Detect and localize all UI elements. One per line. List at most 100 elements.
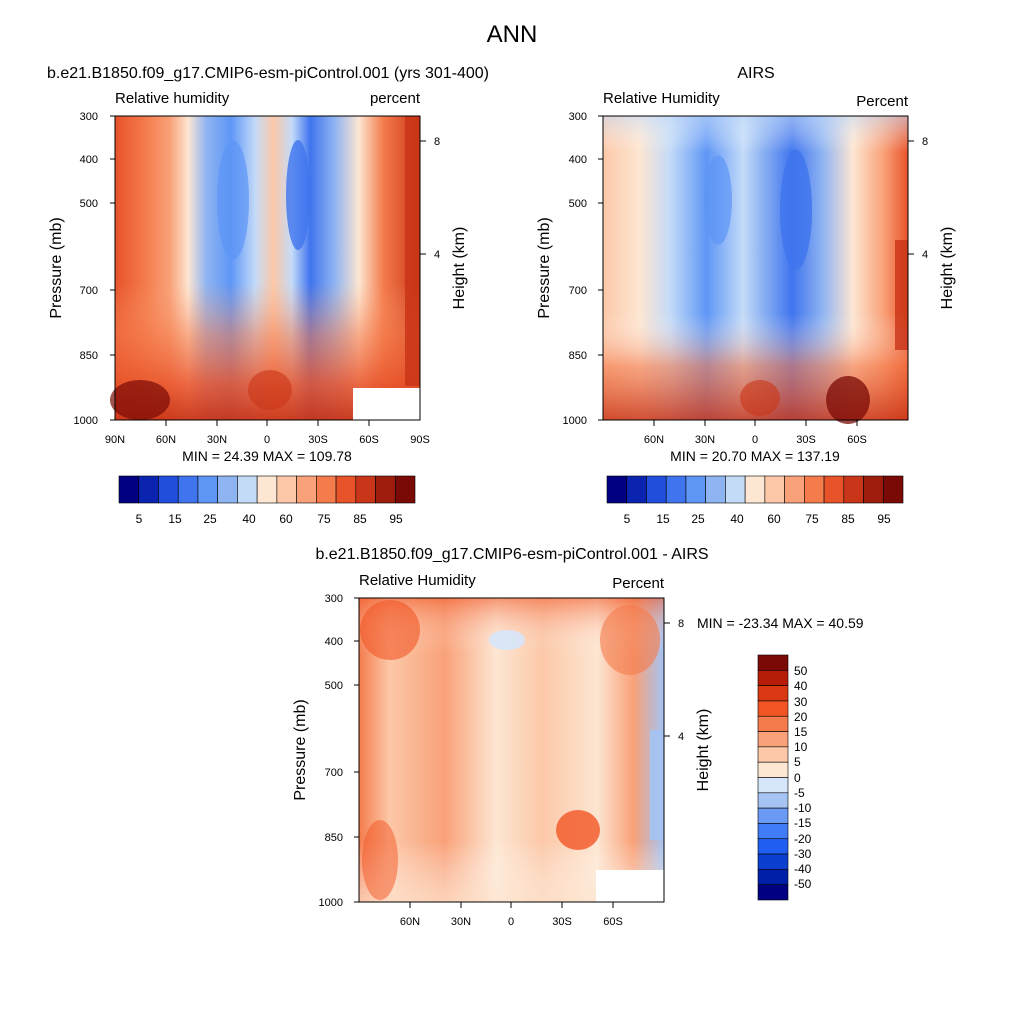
panel-model-xtick: 30N	[207, 434, 227, 446]
panel-obs-ytick: 700	[569, 285, 587, 297]
panel-model-cbar-label: 5	[136, 512, 143, 526]
panel-model-ytick: 850	[80, 350, 98, 362]
colorbar-swatch	[177, 475, 199, 504]
panel-diff-left-label: Relative Humidity	[359, 572, 476, 589]
colorbar-swatch	[784, 475, 805, 504]
colorbar-swatch	[863, 475, 884, 504]
panel-obs-y2label: Height (km)	[939, 227, 956, 310]
colorbar-swatch	[217, 475, 238, 504]
panel-diff-cbar-label: -30	[794, 847, 812, 861]
colorbar-swatch	[757, 731, 789, 748]
panel-diff-cbar-label: 50	[794, 664, 808, 678]
panel-diff-xtick: 60S	[603, 916, 623, 928]
panel-diff-field	[359, 598, 664, 902]
panel-model-xtick: 90S	[410, 434, 430, 446]
panel-obs-ytick: 1000	[563, 415, 587, 427]
panel-obs-ylabel: Pressure (mb)	[536, 217, 553, 318]
colorbar-swatch	[335, 475, 357, 504]
panel-diff-cbar-label: -15	[794, 816, 812, 830]
panel-diff-y2tick: 8	[678, 618, 684, 630]
colorbar-swatch	[394, 475, 416, 504]
panel-diff-cbar-label: 15	[794, 725, 808, 739]
panel-obs-cbar-label: 5	[624, 512, 631, 526]
colorbar-swatch	[757, 823, 789, 840]
colorbar-swatch	[757, 838, 789, 855]
panel-model: b.e21.B1850.f09_g17.CMIP6-esm-piControl.…	[47, 65, 489, 526]
panel-obs-cbar-label: 75	[805, 512, 819, 526]
panel-diff-ytick: 400	[325, 636, 343, 648]
panel-obs-cbar-label: 95	[877, 512, 891, 526]
panel-obs-cbar-label: 85	[841, 512, 855, 526]
panel-diff-cbar-label: -10	[794, 801, 812, 815]
panel-diff-cbar-label: 10	[794, 740, 808, 754]
colorbar-swatch	[843, 475, 864, 504]
panel-diff-cbar-label: -50	[794, 877, 812, 891]
panel-diff-cbar-label: -5	[794, 786, 805, 800]
panel-diff-cbar-label: -40	[794, 862, 812, 876]
colorbar-swatch	[256, 475, 278, 504]
colorbar-swatch	[757, 869, 789, 885]
panel-model-y2label: Height (km)	[451, 227, 468, 310]
panel-diff-cbar-label: 40	[794, 679, 808, 693]
panel-obs-y2tick: 4	[922, 249, 928, 261]
panel-diff-cbar-label: 20	[794, 710, 808, 724]
panel-obs-title: AIRS	[737, 65, 774, 82]
colorbar-swatch	[646, 475, 667, 504]
panel-diff-title: b.e21.B1850.f09_g17.CMIP6-esm-piControl.…	[315, 546, 708, 563]
panel-obs-xtick: 30N	[695, 434, 715, 446]
panel-diff-right-label: Percent	[612, 575, 665, 592]
panel-diff-colorbar: 50 40 30 20 15 10 5 0 -5 -10 -15 -20 -30…	[757, 654, 812, 901]
colorbar-swatch	[197, 475, 218, 504]
panel-model-ytick: 1000	[74, 415, 98, 427]
panel-obs-ytick: 500	[569, 198, 587, 210]
panel-diff-y2label: Height (km)	[695, 709, 712, 792]
colorbar-swatch	[757, 746, 789, 763]
colorbar-swatch	[158, 475, 179, 504]
panel-obs-xtick: 30S	[796, 434, 816, 446]
panel-model-ytick: 400	[80, 154, 98, 166]
panel-obs-ytick: 850	[569, 350, 587, 362]
panel-diff-cbar-label: 5	[794, 755, 801, 769]
colorbar-swatch	[375, 475, 396, 504]
panel-model-left-label: Relative humidity	[115, 90, 230, 107]
panel-model-cbar-label: 75	[317, 512, 331, 526]
panel-diff-ytick: 500	[325, 680, 343, 692]
panel-model-xtick: 30S	[308, 434, 328, 446]
panel-diff-ytick: 700	[325, 767, 343, 779]
panel-model-cbar-label: 85	[353, 512, 367, 526]
colorbar-swatch	[725, 475, 746, 504]
panel-diff-ylabel: Pressure (mb)	[292, 699, 309, 800]
colorbar-swatch	[665, 475, 687, 504]
panel-obs-left-label: Relative Humidity	[603, 90, 720, 107]
panel-obs-cbar-label: 15	[656, 512, 670, 526]
panel-obs: AIRS Relative Humidity Percent Pressure …	[536, 65, 956, 526]
panel-obs-ytick: 400	[569, 154, 587, 166]
panel-model-xtick: 0	[264, 434, 270, 446]
colorbar-swatch	[757, 807, 789, 824]
panel-obs-xtick: 0	[752, 434, 758, 446]
panel-model-cbar-label: 15	[168, 512, 182, 526]
panel-model-ytick: 700	[80, 285, 98, 297]
panel-diff-cbar-label: -20	[794, 832, 812, 846]
panel-model-colorbar: 5 15 25 40 60 75 85 95	[118, 475, 416, 526]
colorbar-swatch	[705, 475, 726, 504]
colorbar-swatch	[757, 777, 789, 794]
colorbar-swatch	[237, 475, 258, 504]
colorbar-swatch	[757, 761, 789, 778]
panel-diff-ytick: 1000	[319, 897, 343, 909]
panel-model-title: b.e21.B1850.f09_g17.CMIP6-esm-piControl.…	[47, 65, 489, 82]
panel-diff-stats: MIN = -23.34 MAX = 40.59	[697, 615, 864, 631]
panel-model-cbar-label: 60	[279, 512, 293, 526]
colorbar-swatch	[757, 792, 789, 809]
panel-obs-cbar-label: 40	[730, 512, 744, 526]
colorbar-swatch	[757, 700, 789, 717]
panel-model-cbar-label: 25	[203, 512, 217, 526]
panel-obs-xtick: 60N	[644, 434, 664, 446]
panel-model-right-label: percent	[370, 90, 421, 107]
colorbar-swatch	[118, 475, 140, 504]
panel-obs-field	[603, 116, 908, 424]
panel-diff-y2tick: 4	[678, 731, 684, 743]
colorbar-swatch	[296, 475, 317, 504]
panel-model-xtick: 60S	[359, 434, 379, 446]
